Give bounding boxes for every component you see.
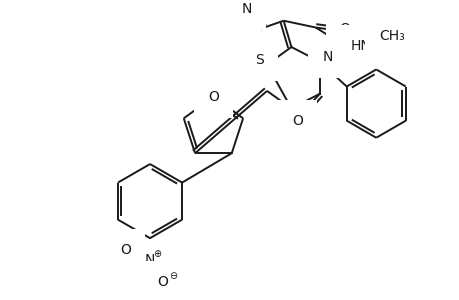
Text: N: N [322,50,332,64]
Text: N: N [241,2,251,16]
Text: N: N [145,253,155,267]
Text: O: O [291,114,302,128]
Text: ⊕: ⊕ [152,249,161,259]
Text: ⊖: ⊖ [169,271,177,281]
Text: O: O [207,90,218,104]
Text: S: S [254,53,263,67]
Text: O: O [120,243,131,257]
Text: CH₃: CH₃ [378,29,404,43]
Text: HN: HN [350,39,371,53]
Text: O: O [339,22,350,35]
Text: O: O [157,275,168,289]
